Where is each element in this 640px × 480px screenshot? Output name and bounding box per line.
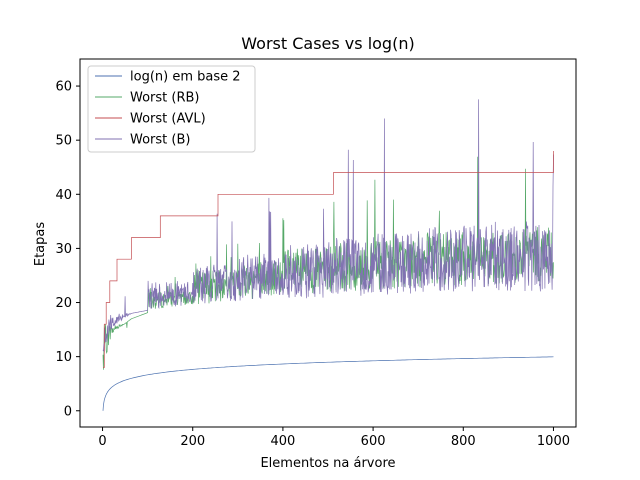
- plot-frame: [79, 58, 577, 428]
- legend-label: log(n) em base 2: [130, 70, 241, 85]
- y-tick-label: 0: [64, 404, 72, 419]
- series-line-worst-avl: [103, 151, 554, 368]
- plot-area: [102, 99, 554, 411]
- x-tick-label: 0: [98, 434, 106, 449]
- x-tick-label: 400: [270, 434, 295, 449]
- legend-label: Worst (RB): [130, 91, 200, 106]
- chart-title: Worst Cases vs log(n): [241, 34, 414, 53]
- series-line-worst-b: [102, 99, 554, 353]
- x-axis-label: Elementos na árvore: [260, 456, 395, 471]
- y-tick-label: 30: [55, 242, 72, 257]
- y-tick-label: 10: [55, 350, 72, 365]
- x-tick-label: 600: [361, 434, 386, 449]
- y-tick-label: 60: [55, 80, 72, 95]
- y-tick-label: 40: [55, 188, 72, 203]
- x-tick-label: 1000: [537, 434, 570, 449]
- legend-box: [87, 65, 256, 153]
- x-tick-label: 800: [451, 434, 476, 449]
- legend: log(n) em base 2 Worst (RB) Worst (AVL) Wor…: [87, 65, 256, 153]
- y-tick-label: 20: [55, 296, 72, 311]
- x-tick-label: 200: [180, 434, 205, 449]
- y-tick-label: 50: [55, 134, 72, 149]
- axes: 0 200 400 600 800 1000 0 10 20 30 40 50 60: [55, 58, 577, 449]
- legend-label: Worst (B): [130, 133, 190, 148]
- legend-label: Worst (AVL): [130, 112, 206, 127]
- series-line-log-n-em-base-2: [102, 356, 554, 411]
- y-axis-label: Etapas: [33, 222, 48, 266]
